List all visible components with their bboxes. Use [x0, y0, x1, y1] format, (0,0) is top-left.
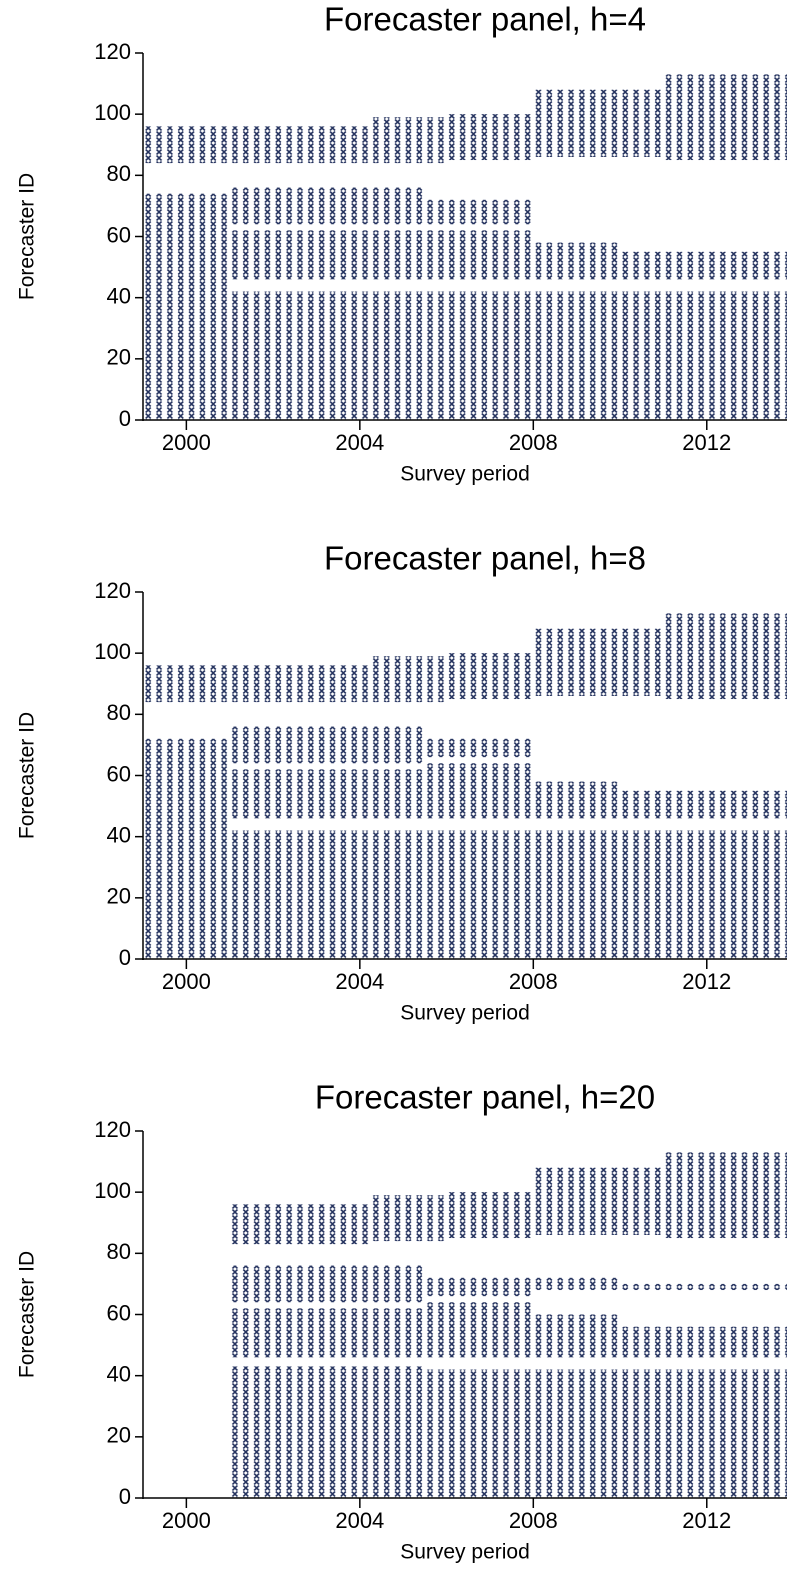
y-tick-label: 120: [94, 39, 131, 64]
x-tick-label: 2008: [509, 969, 558, 994]
x-axis-title: Survey period: [400, 1002, 530, 1025]
y-tick-label: 40: [107, 1361, 131, 1386]
point-cluster: [533, 1369, 621, 1498]
point-cluster: [446, 114, 534, 161]
point-cluster: [424, 1277, 534, 1297]
point-cluster: [370, 656, 447, 703]
point-cluster: [663, 1152, 787, 1239]
x-axis-title: Survey period: [400, 1541, 530, 1564]
x-tick-label: 2004: [335, 1508, 384, 1533]
x-tick-label: 2012: [682, 969, 731, 994]
y-tick-label: 120: [94, 578, 131, 603]
x-tick-label: 2012: [682, 430, 731, 455]
point-cluster: [533, 1277, 621, 1291]
y-tick-label: 20: [107, 345, 131, 370]
x-tick-label: 2000: [162, 430, 211, 455]
point-cluster: [229, 187, 425, 225]
point-cluster: [424, 1302, 534, 1358]
point-cluster: [533, 1314, 621, 1358]
y-tick-label: 100: [94, 1178, 131, 1203]
point-cluster: [229, 1265, 425, 1303]
point-cluster: [620, 251, 787, 280]
point-cluster: [143, 126, 371, 164]
point-cluster: [424, 830, 534, 959]
point-cluster: [229, 726, 425, 764]
x-tick-label: 2004: [335, 969, 384, 994]
chart-title: Forecaster panel, h=20: [315, 1079, 655, 1116]
x-tick-label: 2008: [509, 430, 558, 455]
x-tick-label: 2000: [162, 969, 211, 994]
y-tick-label: 60: [107, 222, 131, 247]
y-tick-label: 100: [94, 639, 131, 664]
y-tick-label: 0: [119, 406, 131, 431]
x-axis-title: Survey period: [400, 463, 530, 486]
point-cluster: [533, 781, 621, 819]
point-cluster: [663, 613, 787, 700]
point-cluster: [424, 291, 534, 420]
point-cluster: [620, 1283, 787, 1291]
point-cluster: [533, 1167, 664, 1235]
point-cluster: [424, 1369, 534, 1498]
point-cluster: [446, 1192, 534, 1239]
point-cluster: [229, 230, 425, 280]
y-tick-label: 60: [107, 761, 131, 786]
point-cluster: [533, 242, 621, 280]
chart-title: Forecaster panel, h=8: [324, 540, 646, 577]
point-cluster: [620, 291, 787, 420]
y-tick-label: 0: [119, 945, 131, 970]
y-tick-label: 60: [107, 1300, 131, 1325]
point-cluster: [370, 1195, 447, 1242]
x-tick-label: 2000: [162, 1508, 211, 1533]
point-cluster: [620, 1326, 787, 1358]
y-tick-label: 120: [94, 1117, 131, 1142]
point-cluster: [229, 1204, 371, 1245]
point-cluster: [533, 628, 664, 696]
y-axis-title: Forecaster ID: [16, 173, 39, 300]
point-cluster: [533, 830, 621, 959]
point-cluster: [533, 291, 621, 420]
point-cluster: [143, 738, 230, 959]
point-cluster: [229, 291, 425, 420]
point-cluster: [229, 830, 425, 959]
x-tick-label: 2012: [682, 1508, 731, 1533]
point-cluster: [424, 738, 534, 758]
y-tick-label: 80: [107, 700, 131, 725]
y-tick-label: 80: [107, 1239, 131, 1264]
x-tick-label: 2008: [509, 1508, 558, 1533]
point-cluster: [143, 665, 371, 703]
point-cluster: [229, 1308, 425, 1358]
point-cluster: [533, 89, 664, 157]
y-tick-label: 20: [107, 1423, 131, 1448]
y-tick-label: 0: [119, 1484, 131, 1509]
point-cluster: [370, 117, 447, 164]
y-tick-label: 40: [107, 822, 131, 847]
y-axis-title: Forecaster ID: [16, 1251, 39, 1378]
point-cluster: [143, 193, 230, 420]
point-cluster: [229, 1366, 425, 1498]
y-tick-label: 100: [94, 100, 131, 125]
point-cluster: [663, 74, 787, 161]
x-tick-label: 2004: [335, 430, 384, 455]
point-cluster: [424, 763, 534, 819]
y-tick-label: 80: [107, 161, 131, 186]
point-cluster: [446, 653, 534, 700]
point-cluster: [620, 790, 787, 819]
point-cluster: [229, 769, 425, 819]
y-axis-title: Forecaster ID: [16, 712, 39, 839]
y-tick-label: 20: [107, 884, 131, 909]
point-cluster: [620, 830, 787, 959]
point-cluster: [620, 1369, 787, 1498]
chart-title: Forecaster panel, h=4: [324, 1, 646, 38]
y-tick-label: 40: [107, 283, 131, 308]
point-cluster: [424, 230, 534, 280]
point-cluster: [424, 199, 534, 225]
